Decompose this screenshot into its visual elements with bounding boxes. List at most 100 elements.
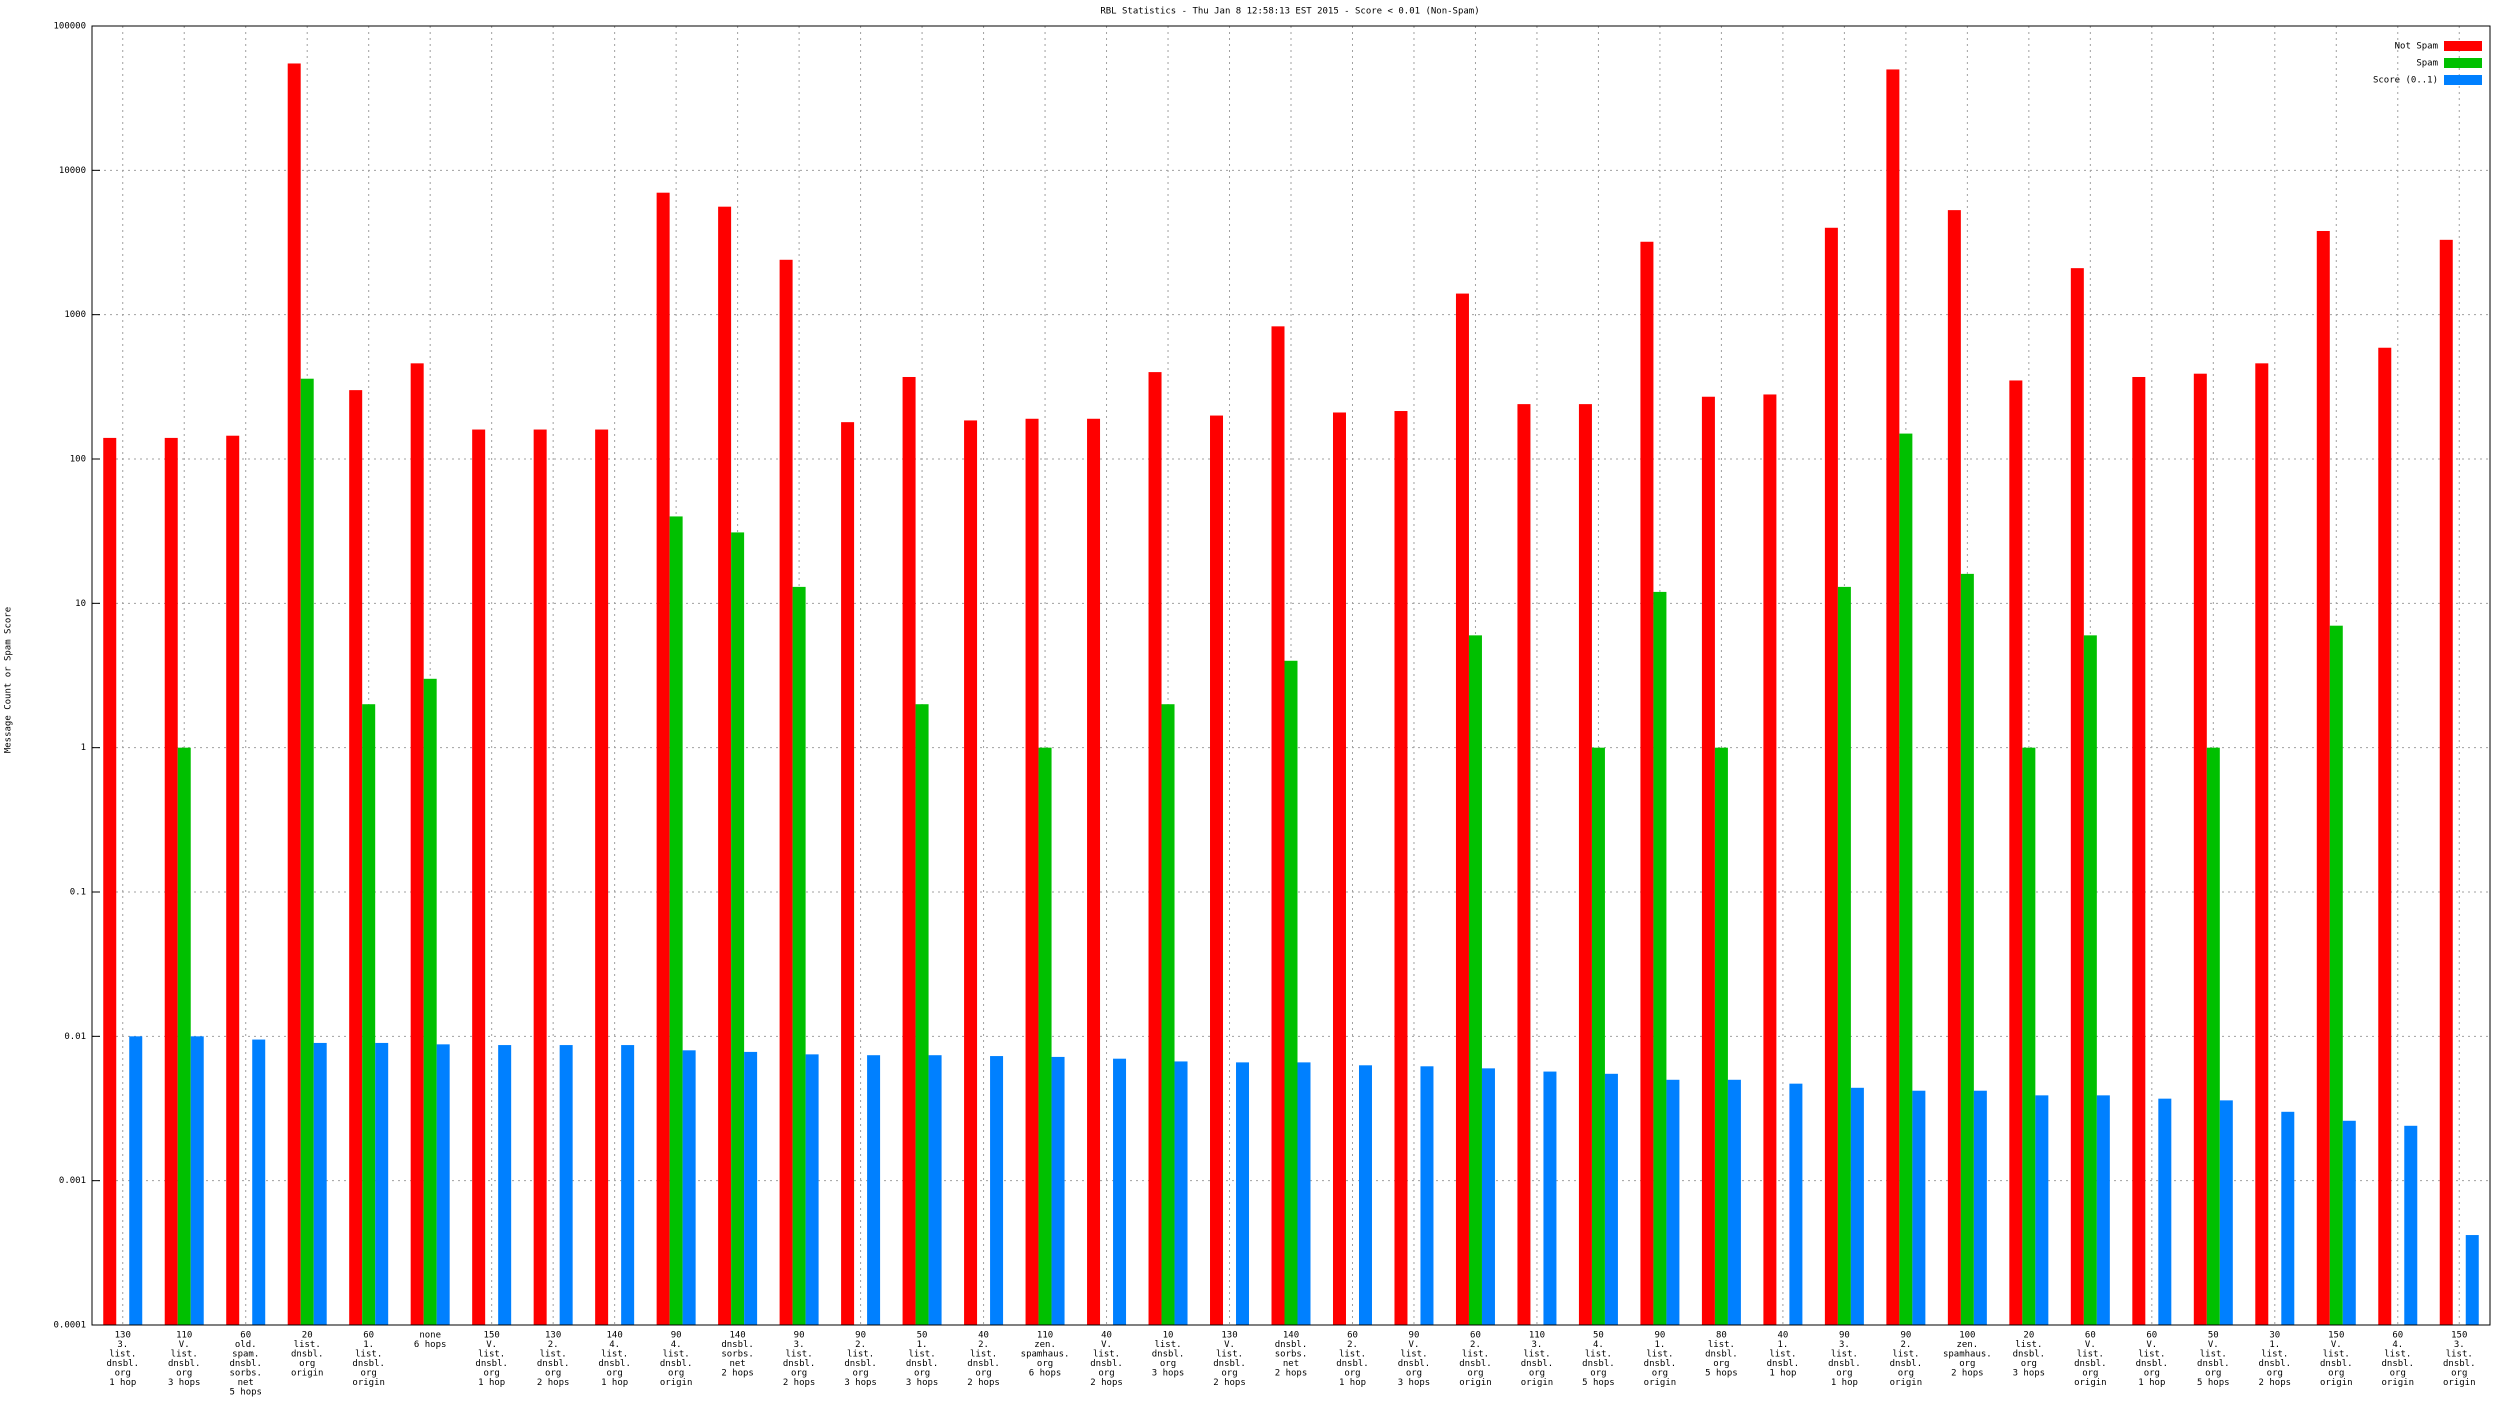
x-tick-label: 1. (363, 1340, 374, 1350)
x-tick-label: 2. (1347, 1340, 1358, 1350)
bar (1578, 404, 1592, 1326)
x-tick-label: org (484, 1369, 500, 1379)
bar (1640, 241, 1654, 1325)
x-tick-label: 6 hops (414, 1340, 447, 1350)
x-tick-label: list. (1892, 1350, 1919, 1360)
bar (805, 1054, 819, 1325)
x-tick-label: origin (1644, 1378, 1677, 1388)
x-tick-label: 4. (609, 1340, 620, 1350)
x-tick-label: org (852, 1369, 868, 1379)
bar (103, 437, 117, 1326)
x-tick-label: dnsbl. (1213, 1359, 1246, 1369)
bar (1394, 411, 1408, 1325)
x-tick-label: 130 (1221, 1331, 1237, 1341)
x-tick-label: dnsbl. (537, 1359, 570, 1369)
x-tick-label: origin (1459, 1378, 1492, 1388)
x-tick-label: 60 (2085, 1331, 2096, 1341)
x-tick-label: list. (540, 1350, 567, 1360)
bar (2255, 363, 2269, 1326)
plot-border (91, 25, 2491, 1326)
legend-swatch (2444, 58, 2482, 68)
bar (928, 1055, 942, 1325)
bar (300, 378, 314, 1325)
bar (1113, 1058, 1127, 1325)
x-tick-label: origin (2443, 1378, 2476, 1388)
bar (1517, 404, 1531, 1326)
bar (2035, 1095, 2049, 1325)
x-tick-label: dnsbl. (1152, 1350, 1185, 1360)
x-tick-label: V. (179, 1340, 190, 1350)
x-tick-label: net (729, 1359, 745, 1369)
x-tick-label: 3 hops (2013, 1369, 2046, 1379)
x-tick-label: 90 (855, 1331, 866, 1341)
x-tick-label: zen. (1957, 1340, 1979, 1350)
bar (2193, 373, 2207, 1325)
x-tick-label: 5 hops (1705, 1369, 1738, 1379)
bar (2206, 747, 2220, 1325)
bar (472, 429, 486, 1325)
x-tick-label: V. (486, 1340, 497, 1350)
x-tick-label: 2 hops (967, 1378, 1000, 1388)
x-tick-label: list. (786, 1350, 813, 1360)
bar (1284, 660, 1298, 1325)
x-tick-label: dnsbl. (2197, 1359, 2230, 1369)
bar (252, 1039, 266, 1325)
x-tick-label: V. (2208, 1340, 2219, 1350)
bar (1714, 747, 1728, 1325)
bar (1038, 747, 1052, 1325)
bar (533, 429, 547, 1325)
bar (779, 259, 793, 1325)
bar (1236, 1062, 1250, 1325)
x-tick-label: org (975, 1369, 991, 1379)
y-tick-label: 10 (75, 599, 86, 609)
bar (867, 1055, 881, 1325)
x-tick-label: 90 (1900, 1331, 1911, 1341)
bar (2316, 230, 2330, 1325)
x-tick-label: dnsbl. (598, 1359, 631, 1369)
bar (1051, 1056, 1065, 1325)
x-tick-label: 4. (2392, 1340, 2403, 1350)
x-tick-label: 3 hops (844, 1378, 877, 1388)
bar (190, 1036, 204, 1325)
bar (1210, 415, 1224, 1325)
x-tick-label: 60 (2146, 1331, 2157, 1341)
x-tick-label: 110 (176, 1331, 192, 1341)
x-tick-label: list. (1462, 1350, 1489, 1360)
x-tick-label: dnsbl. (475, 1359, 508, 1369)
x-tick-label: origin (1890, 1378, 1923, 1388)
x-tick-label: 1. (2269, 1340, 2280, 1350)
bar (656, 192, 670, 1325)
x-tick-label: 10 (1163, 1331, 1174, 1341)
x-tick-label: org (2021, 1359, 2037, 1369)
x-tick-label: list. (171, 1350, 198, 1360)
bar (287, 63, 301, 1325)
x-tick-label: 140 (607, 1331, 623, 1341)
x-tick-label: spamhaus. (1021, 1350, 1070, 1360)
x-tick-label: dnsbl. (1890, 1359, 1923, 1369)
bar (964, 420, 978, 1325)
bar (621, 1045, 635, 1325)
bar (1420, 1066, 1434, 1325)
x-tick-label: 2. (855, 1340, 866, 1350)
x-tick-label: 60 (1347, 1331, 1358, 1341)
x-tick-label: origin (1521, 1378, 1554, 1388)
y-tick-label: 10000 (59, 166, 86, 176)
x-tick-label: V. (2085, 1340, 2096, 1350)
x-tick-label: list. (2446, 1350, 2473, 1360)
x-tick-label: dnsbl. (2382, 1359, 2415, 1369)
y-tick-label: 0.1 (70, 888, 86, 898)
x-tick-label: dnsbl. (229, 1359, 262, 1369)
bar (744, 1051, 758, 1325)
bar (1161, 704, 1175, 1325)
bar (669, 516, 683, 1325)
bar (2378, 347, 2392, 1325)
bar (1591, 747, 1605, 1325)
x-tick-label: list. (909, 1350, 936, 1360)
x-tick-label: dnsbl. (2259, 1359, 2292, 1369)
x-tick-label: 60 (1470, 1331, 1481, 1341)
x-tick-label: org (1406, 1369, 1422, 1379)
legend-swatch (2444, 41, 2482, 51)
bar (1653, 591, 1667, 1325)
bar (362, 704, 376, 1325)
legend-swatch (2444, 75, 2482, 85)
